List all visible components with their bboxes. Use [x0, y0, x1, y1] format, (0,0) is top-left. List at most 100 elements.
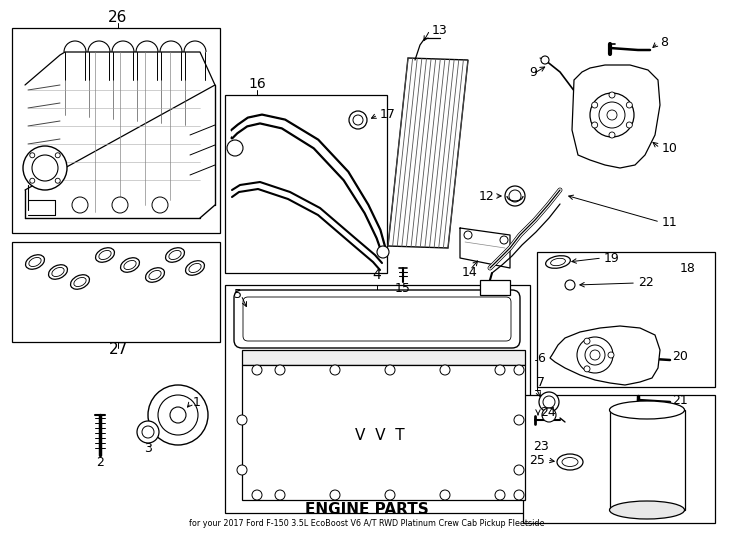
Text: 17: 17 — [380, 109, 396, 122]
Circle shape — [592, 102, 597, 108]
Ellipse shape — [70, 275, 90, 289]
Text: 13: 13 — [432, 24, 448, 37]
Text: 25: 25 — [529, 454, 545, 467]
Ellipse shape — [95, 248, 115, 262]
Circle shape — [585, 345, 605, 365]
Ellipse shape — [48, 265, 68, 279]
Circle shape — [592, 122, 597, 128]
Text: 27: 27 — [109, 342, 128, 357]
Text: 24: 24 — [540, 406, 556, 419]
Text: 14: 14 — [462, 266, 478, 279]
Circle shape — [23, 146, 67, 190]
Ellipse shape — [149, 271, 161, 280]
Text: 7: 7 — [537, 375, 545, 388]
Text: 1: 1 — [193, 395, 201, 408]
Circle shape — [30, 153, 34, 158]
Circle shape — [464, 231, 472, 239]
FancyBboxPatch shape — [243, 297, 511, 341]
Bar — [480, 280, 510, 295]
Circle shape — [137, 421, 159, 443]
Text: 18: 18 — [680, 261, 696, 274]
Ellipse shape — [52, 267, 64, 276]
Circle shape — [32, 155, 58, 181]
Text: for your 2017 Ford F-150 3.5L EcoBoost V6 A/T RWD Platinum Crew Cab Pickup Fleet: for your 2017 Ford F-150 3.5L EcoBoost V… — [189, 518, 545, 528]
Ellipse shape — [609, 401, 685, 419]
Circle shape — [626, 122, 632, 128]
Circle shape — [584, 338, 590, 344]
Ellipse shape — [550, 258, 565, 266]
Bar — [225, 95, 387, 273]
Ellipse shape — [120, 258, 139, 272]
Circle shape — [385, 365, 395, 375]
Text: ENGINE PARTS: ENGINE PARTS — [305, 503, 429, 517]
Text: 21: 21 — [672, 394, 688, 407]
Circle shape — [565, 280, 575, 290]
Circle shape — [330, 365, 340, 375]
Text: 23: 23 — [533, 441, 549, 454]
Circle shape — [353, 115, 363, 125]
Circle shape — [514, 365, 524, 375]
Text: 5: 5 — [234, 288, 242, 301]
Circle shape — [509, 190, 521, 202]
Circle shape — [170, 407, 186, 423]
Bar — [12, 28, 220, 233]
Circle shape — [275, 490, 285, 500]
Polygon shape — [388, 58, 468, 248]
Circle shape — [577, 337, 613, 373]
Circle shape — [275, 365, 285, 375]
Circle shape — [584, 366, 590, 372]
Bar — [12, 242, 220, 342]
Circle shape — [252, 365, 262, 375]
Circle shape — [55, 178, 60, 183]
Circle shape — [590, 350, 600, 360]
Ellipse shape — [562, 457, 578, 467]
Text: 19: 19 — [604, 252, 619, 265]
Text: 3: 3 — [144, 442, 152, 455]
Polygon shape — [242, 350, 525, 365]
Text: 22: 22 — [638, 275, 654, 288]
Circle shape — [72, 197, 88, 213]
Ellipse shape — [124, 260, 136, 269]
Circle shape — [30, 178, 34, 183]
Ellipse shape — [74, 278, 86, 287]
Circle shape — [608, 352, 614, 358]
Ellipse shape — [557, 454, 583, 470]
Polygon shape — [242, 365, 525, 500]
Circle shape — [539, 392, 559, 412]
Circle shape — [152, 197, 168, 213]
Circle shape — [505, 186, 525, 206]
Circle shape — [514, 465, 524, 475]
Circle shape — [142, 426, 154, 438]
Circle shape — [252, 490, 262, 500]
Circle shape — [227, 140, 243, 156]
Text: 16: 16 — [248, 77, 266, 91]
Ellipse shape — [545, 256, 570, 268]
Circle shape — [148, 385, 208, 445]
Polygon shape — [550, 326, 660, 385]
Circle shape — [440, 490, 450, 500]
Text: 20: 20 — [672, 349, 688, 362]
Circle shape — [514, 490, 524, 500]
Circle shape — [542, 408, 556, 422]
Circle shape — [55, 153, 60, 158]
Ellipse shape — [26, 255, 45, 269]
Text: 8: 8 — [660, 37, 668, 50]
Circle shape — [590, 93, 634, 137]
Ellipse shape — [186, 261, 205, 275]
Ellipse shape — [99, 251, 111, 260]
Text: 6: 6 — [537, 352, 545, 365]
Circle shape — [440, 365, 450, 375]
Circle shape — [514, 415, 524, 425]
Polygon shape — [572, 65, 660, 168]
Circle shape — [607, 110, 617, 120]
Circle shape — [609, 92, 615, 98]
Ellipse shape — [29, 258, 41, 267]
Circle shape — [500, 236, 508, 244]
Circle shape — [349, 111, 367, 129]
Ellipse shape — [169, 251, 181, 260]
Ellipse shape — [189, 264, 201, 273]
Text: 9: 9 — [529, 65, 537, 78]
Polygon shape — [610, 410, 685, 510]
Circle shape — [112, 197, 128, 213]
Circle shape — [626, 102, 632, 108]
